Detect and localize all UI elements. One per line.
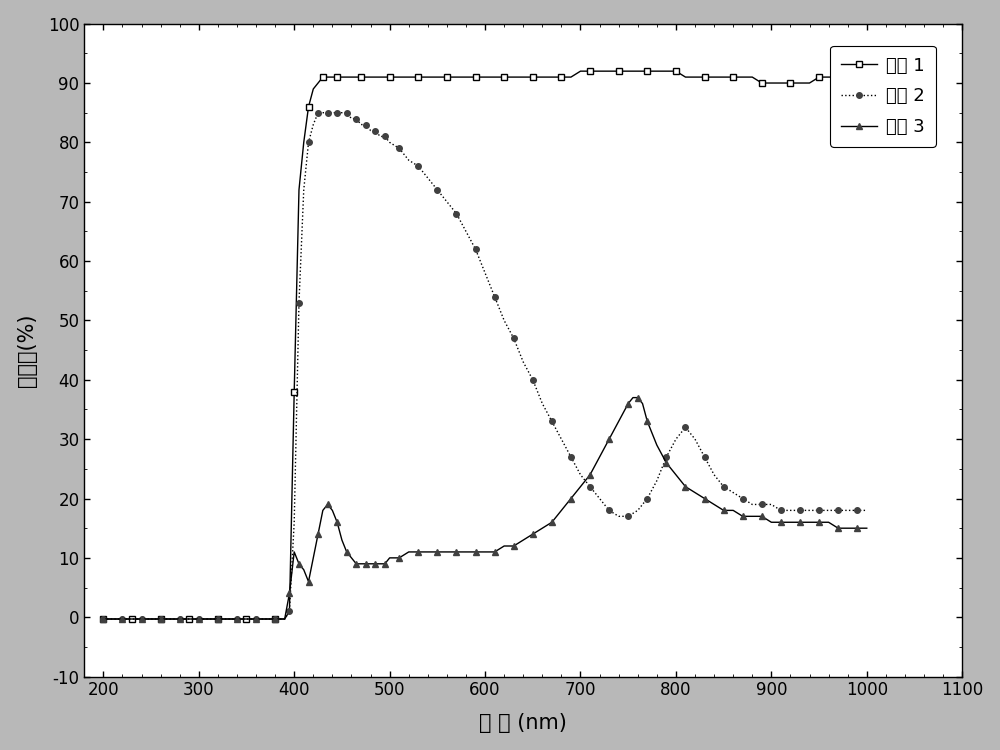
样品 3 <box>303 577 315 586</box>
样品 3 <box>250 614 262 623</box>
Line: 样品 1: 样品 1 <box>101 68 870 622</box>
样品 1 <box>307 85 319 94</box>
样品 3 <box>651 440 663 449</box>
Line: 样品 2: 样品 2 <box>101 110 870 622</box>
X-axis label: 波 长 (nm): 波 长 (nm) <box>479 713 567 734</box>
样品 2 <box>861 506 873 515</box>
Y-axis label: 透过率(%): 透过率(%) <box>17 314 37 387</box>
样品 1 <box>861 85 873 94</box>
样品 2 <box>517 358 529 367</box>
样品 3 <box>374 560 386 568</box>
样品 2 <box>727 488 739 497</box>
样品 3 <box>360 560 372 568</box>
样品 2 <box>689 435 701 444</box>
样品 3 <box>97 614 109 623</box>
样品 2 <box>699 452 711 461</box>
样品 3 <box>527 530 539 538</box>
样品 1 <box>231 614 243 623</box>
样品 1 <box>574 67 586 76</box>
样品 1 <box>450 73 462 82</box>
样品 1 <box>384 73 396 82</box>
样品 2 <box>312 108 324 117</box>
样品 3 <box>627 393 639 402</box>
样品 2 <box>641 494 653 503</box>
Line: 样品 3: 样品 3 <box>101 394 870 622</box>
样品 1 <box>279 614 291 623</box>
样品 3 <box>861 524 873 532</box>
样品 1 <box>97 614 109 623</box>
Legend: 样品 1, 样品 2, 样品 3: 样品 1, 样品 2, 样品 3 <box>830 46 936 147</box>
样品 1 <box>718 73 730 82</box>
样品 2 <box>679 423 691 432</box>
样品 2 <box>97 614 109 623</box>
